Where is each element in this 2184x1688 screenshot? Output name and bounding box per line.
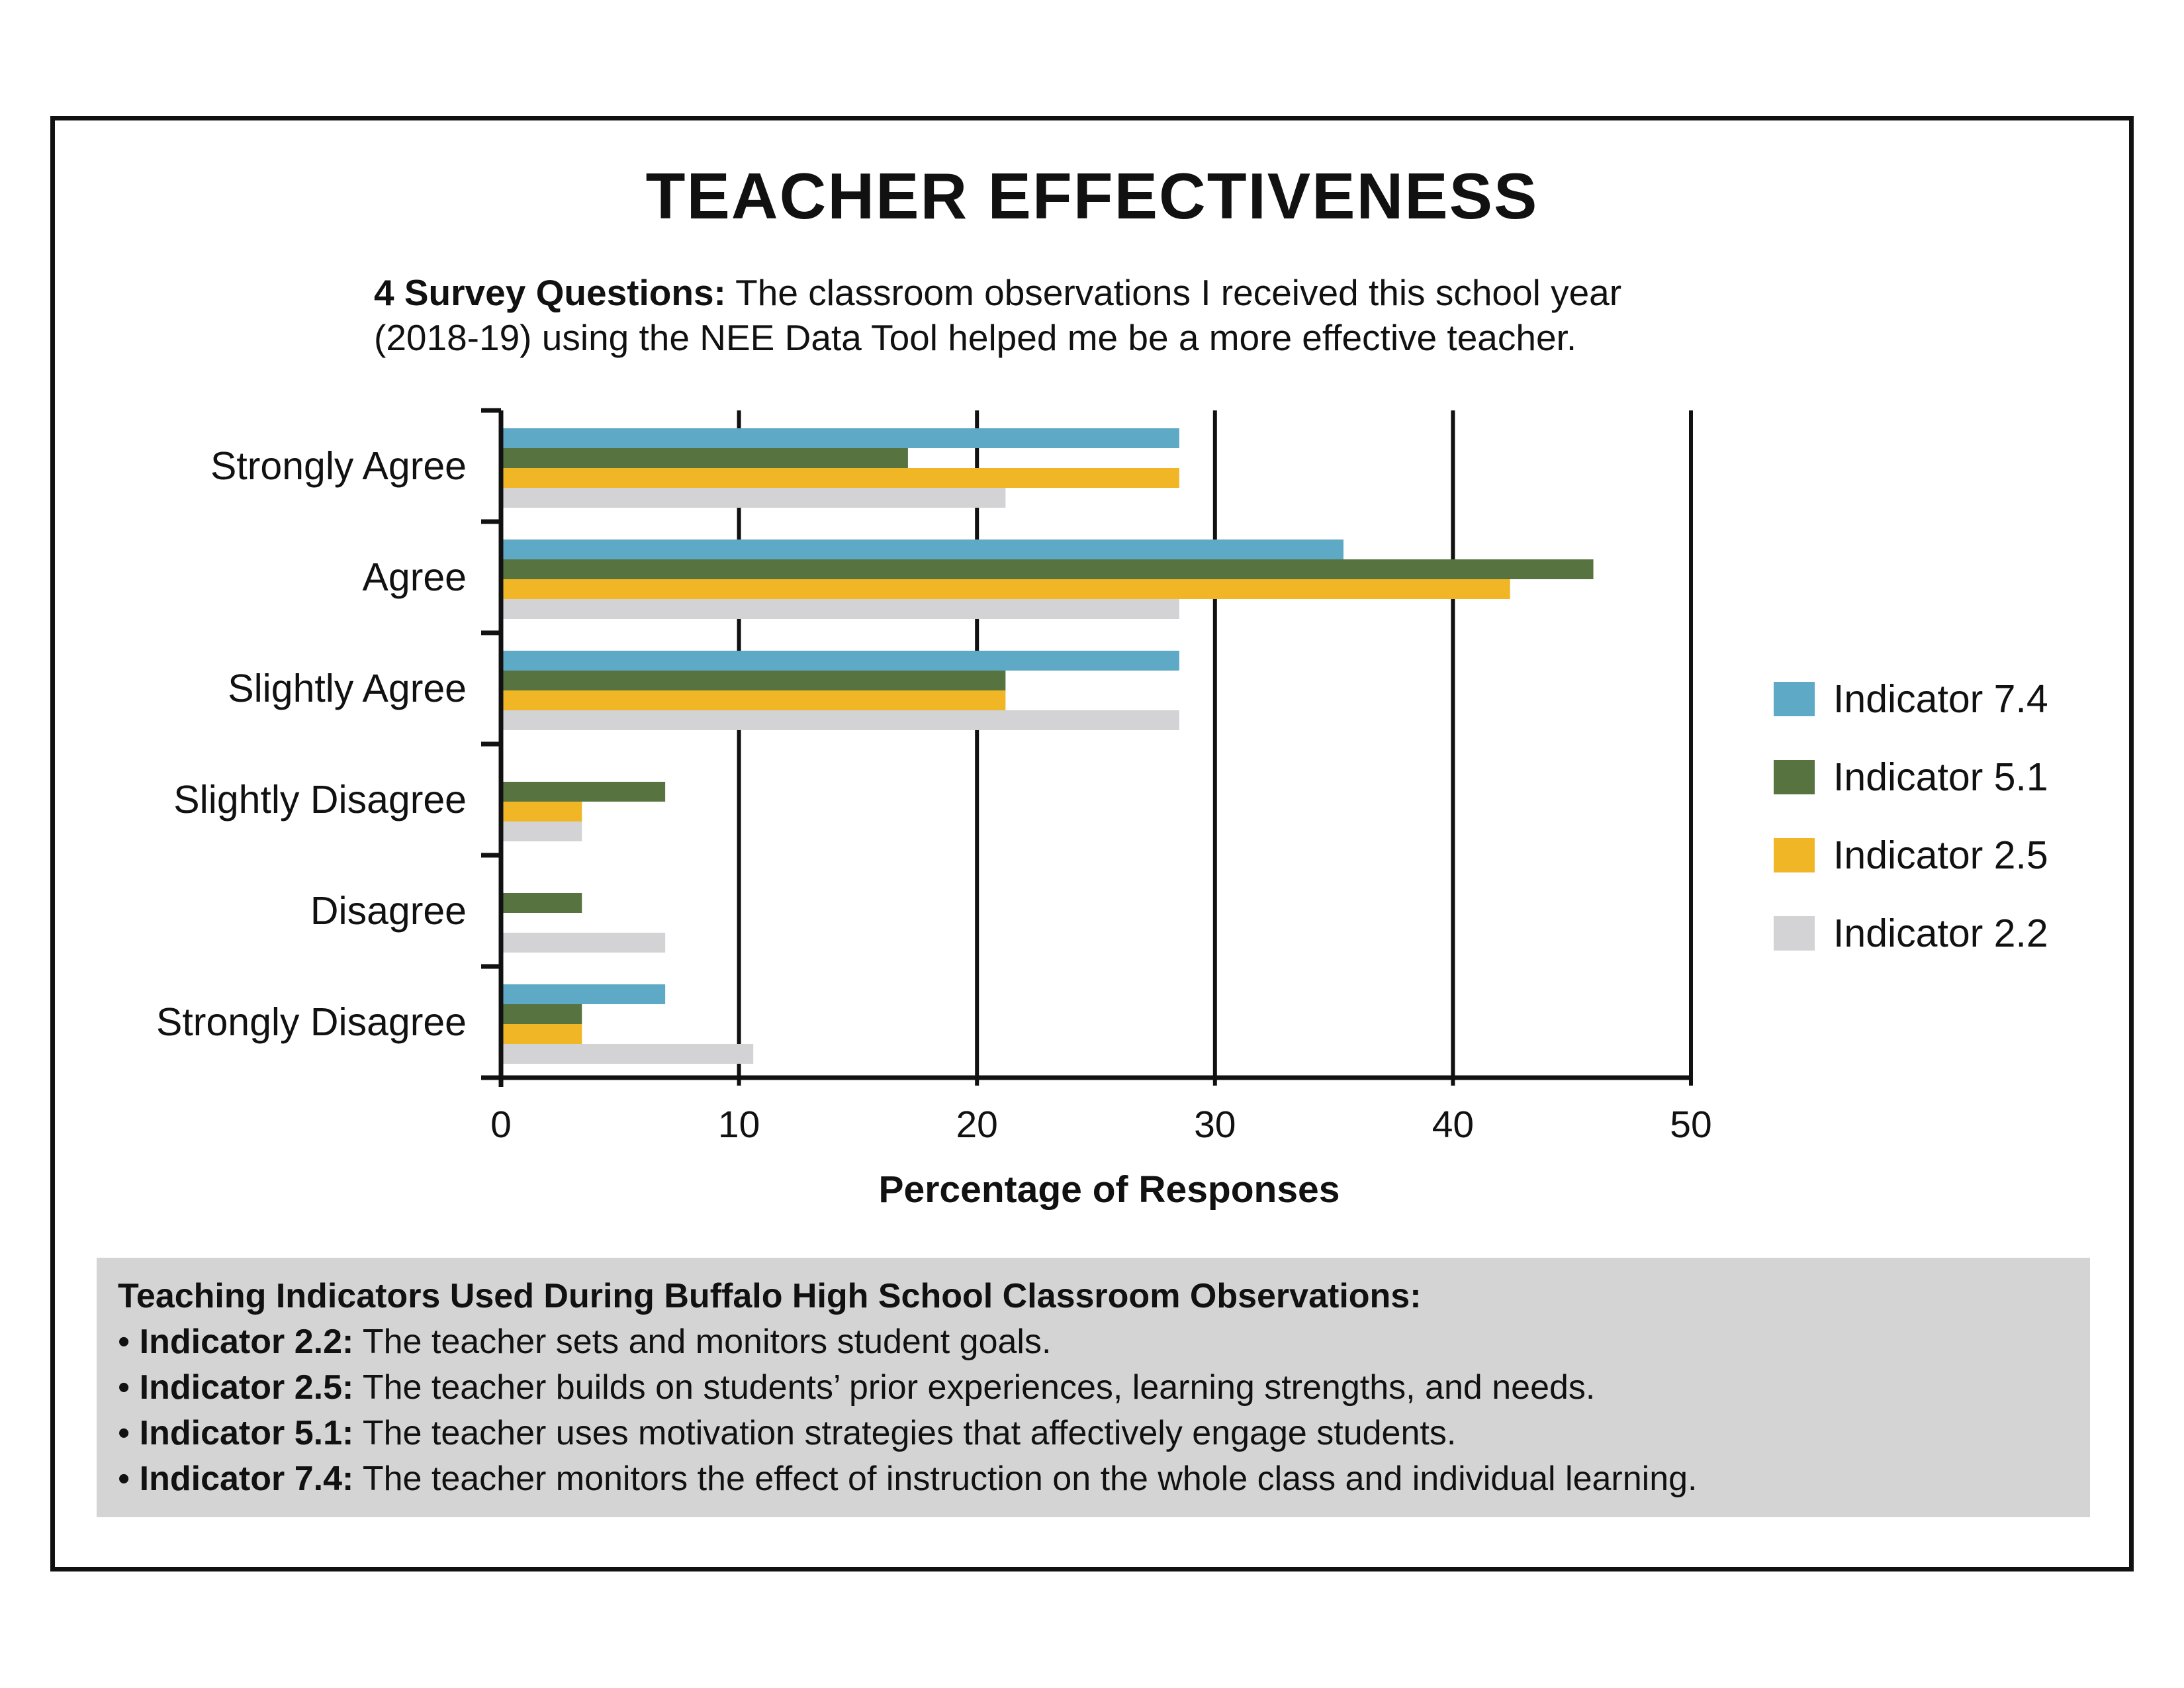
category-label: Strongly Disagree	[156, 1000, 467, 1044]
note-item: • Indicator 5.1: The teacher uses motiva…	[118, 1411, 2069, 1456]
note-text: The teacher monitors the effect of instr…	[362, 1460, 1698, 1498]
bar	[501, 599, 1179, 619]
legend-label: Indicator 7.4	[1833, 677, 2048, 721]
survey-question: 4 Survey Questions: The classroom observ…	[374, 270, 1830, 360]
bar	[501, 651, 1179, 671]
note-label: Indicator 5.1:	[139, 1414, 354, 1452]
bar	[501, 710, 1179, 730]
x-tick-label: 50	[1670, 1103, 1711, 1146]
chart-title: TEACHER EFFECTIVENESS	[645, 160, 1539, 232]
legend-swatch	[1774, 916, 1815, 951]
bar	[501, 559, 1594, 579]
notes-heading: Teaching Indicators Used During Buffalo …	[118, 1277, 1422, 1315]
x-tick-label: 20	[956, 1103, 997, 1146]
x-tick-label: 10	[718, 1103, 760, 1146]
survey-question-lead: 4 Survey Questions:	[374, 272, 726, 313]
bar	[501, 579, 1510, 599]
x-axis-title: Percentage of Responses	[879, 1168, 1340, 1211]
legend-swatch	[1774, 760, 1815, 794]
bar	[501, 984, 666, 1004]
bar	[501, 1044, 754, 1064]
indicator-notes: Teaching Indicators Used During Buffalo …	[97, 1258, 2090, 1517]
legend-swatch	[1774, 838, 1815, 872]
note-bullet: •	[118, 1460, 130, 1498]
legend-label: Indicator 2.2	[1833, 912, 2048, 955]
legend-label: Indicator 5.1	[1833, 755, 2048, 799]
bar	[501, 821, 582, 841]
bar	[501, 893, 582, 913]
note-label: Indicator 2.2:	[139, 1323, 354, 1361]
note-text: The teacher uses motivation strategies t…	[362, 1414, 1457, 1452]
bar	[501, 1024, 582, 1044]
note-label: Indicator 2.5:	[139, 1368, 354, 1407]
axes	[481, 408, 1693, 1087]
bar	[501, 428, 1179, 448]
x-tick-label: 40	[1432, 1103, 1474, 1146]
note-item: • Indicator 2.5: The teacher builds on s…	[118, 1365, 2069, 1411]
bar	[501, 690, 1006, 710]
bar	[501, 488, 1006, 508]
survey-question-text-1: The classroom observations I received th…	[735, 272, 1622, 313]
bar	[501, 1004, 582, 1024]
bar	[501, 448, 908, 468]
note-text: The teacher sets and monitors student go…	[362, 1323, 1052, 1361]
note-item: • Indicator 2.2: The teacher sets and mo…	[118, 1319, 2069, 1365]
note-item: • Indicator 7.4: The teacher monitors th…	[118, 1456, 2069, 1502]
bar	[501, 933, 666, 953]
category-label: Agree	[363, 555, 467, 599]
category-labels: Strongly Agree Agree Slightly Agree Slightl…	[156, 444, 467, 1044]
category-label: Disagree	[310, 889, 467, 933]
bar	[501, 802, 582, 821]
survey-question-line-1: 4 Survey Questions: The classroom observ…	[374, 270, 1830, 315]
legend-swatch	[1774, 682, 1815, 716]
note-bullet: •	[118, 1368, 130, 1407]
bar	[501, 468, 1179, 488]
legend-label: Indicator 2.5	[1833, 833, 2048, 877]
note-label: Indicator 7.4:	[139, 1460, 354, 1498]
bar-chart: Strongly Agree Agree Slightly Agree Slightl…	[156, 408, 2048, 1211]
legend: Indicator 7.4 Indicator 5.1 Indicator 2.5 I…	[1774, 677, 2048, 955]
note-text: The teacher builds on students’ prior ex…	[362, 1368, 1596, 1407]
category-label: Strongly Agree	[210, 444, 467, 488]
gridlines	[737, 410, 1693, 1086]
category-label: Slightly Disagree	[173, 778, 467, 821]
tick-labels: 0 10 20 30 40 50	[490, 1103, 1712, 1146]
bar	[501, 782, 666, 802]
bar	[501, 539, 1343, 559]
x-tick-label: 30	[1194, 1103, 1236, 1146]
figure-frame	[50, 116, 2134, 1571]
survey-question-line-2: (2018-19) using the NEE Data Tool helped…	[374, 317, 1577, 358]
bars	[501, 428, 1594, 1064]
x-tick-label: 0	[490, 1103, 512, 1146]
note-bullet: •	[118, 1323, 130, 1361]
bar	[501, 671, 1006, 690]
category-label: Slightly Agree	[228, 667, 467, 710]
note-bullet: •	[118, 1414, 130, 1452]
